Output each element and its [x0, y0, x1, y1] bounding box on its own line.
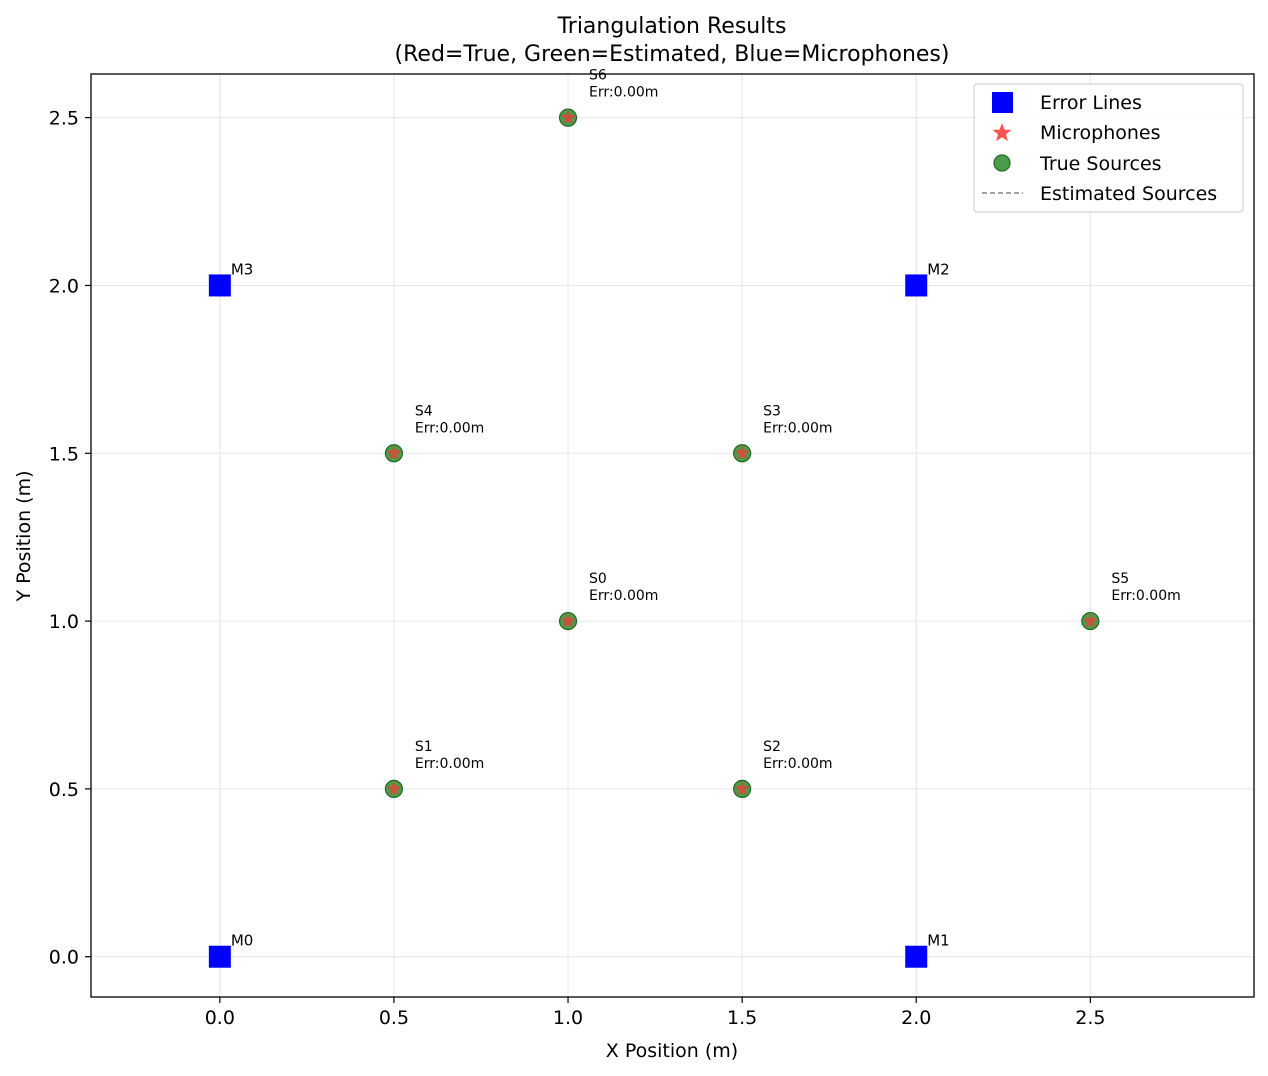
x-tick-label: 0.0 [205, 1007, 235, 1029]
x-tick-label: 1.0 [553, 1007, 583, 1029]
legend-star-marker [992, 123, 1012, 142]
y-tick-label: 0.0 [49, 947, 79, 969]
source-label: S5 [1111, 571, 1129, 587]
legend-label-true-sources: True Sources [1039, 153, 1162, 175]
source-error-label: Err:0.00m [1111, 588, 1180, 604]
legend-label-error-lines: Error Lines [1040, 92, 1142, 114]
y-tick-label: 1.0 [49, 611, 79, 633]
source-label: S2 [763, 739, 781, 755]
x-axis-label: X Position (m) [606, 1040, 738, 1062]
true-source-marker [734, 780, 750, 796]
x-tick-label: 1.5 [727, 1007, 757, 1029]
y-tick-label: 2.5 [49, 108, 79, 130]
legend: Error Lines Microphones True Sources Est… [973, 83, 1244, 213]
plot-frame [90, 73, 1255, 998]
source-label: S1 [415, 739, 433, 755]
microphone-label: M2 [927, 260, 950, 278]
x-tick-label: 2.0 [901, 1007, 931, 1029]
source-error-label: Err:0.00m [763, 756, 832, 772]
grid [91, 74, 1254, 997]
source-label: S0 [589, 571, 607, 587]
x-tick-label: 0.5 [379, 1007, 409, 1029]
true-source-marker [734, 445, 750, 460]
x-axis-ticks: 0.0 0.5 1.0 1.5 2.0 2.5 [205, 997, 1105, 1029]
legend-box [973, 83, 1244, 213]
source-label: S4 [415, 403, 433, 419]
y-tick-label: 1.5 [49, 443, 79, 465]
legend-square-marker [992, 92, 1013, 113]
microphone-marker [208, 945, 231, 968]
true-source-marker [560, 109, 576, 125]
legend-label-estimated-sources: Estimated Sources [1040, 183, 1217, 205]
source-error-label: Err:0.00m [763, 420, 832, 436]
microphone-marker [208, 274, 231, 297]
y-axis-ticks: 0.0 0.5 1.0 1.5 2.0 2.5 [49, 108, 91, 969]
true-source-marker [386, 780, 402, 796]
microphone-label: M3 [231, 260, 254, 278]
microphone-label: M1 [927, 932, 950, 950]
microphone-marker [905, 945, 928, 968]
microphone-label: M0 [231, 932, 254, 950]
source-label: S3 [763, 403, 781, 419]
source-error-label: Err:0.00m [589, 85, 658, 101]
y-axis-label: Y Position (m) [13, 471, 35, 603]
source-error-label: Err:0.00m [589, 588, 658, 604]
source-error-label: Err:0.00m [415, 420, 484, 436]
chart-title: Triangulation Results [557, 14, 787, 39]
true-source-marker [1082, 613, 1098, 628]
point-labels: M0 M1M2M3S0Err:0.00mS1Err:0.00mS2Err:0.00… [231, 68, 1181, 950]
microphone-marker [905, 274, 928, 297]
legend-circle-marker [993, 154, 1011, 172]
y-tick-label: 0.5 [49, 779, 79, 801]
x-tick-label: 2.5 [1075, 1007, 1105, 1029]
source-label: S6 [589, 68, 607, 84]
true-source-marker [386, 445, 402, 460]
legend-label-microphones: Microphones [1040, 122, 1161, 144]
plot-marks [208, 108, 1100, 968]
true-source-marker [560, 613, 576, 628]
y-tick-label: 2.0 [49, 275, 79, 297]
source-error-label: Err:0.00m [415, 756, 484, 772]
chart-subtitle: (Red=True, Green=Estimated, Blue=Microph… [395, 42, 950, 67]
